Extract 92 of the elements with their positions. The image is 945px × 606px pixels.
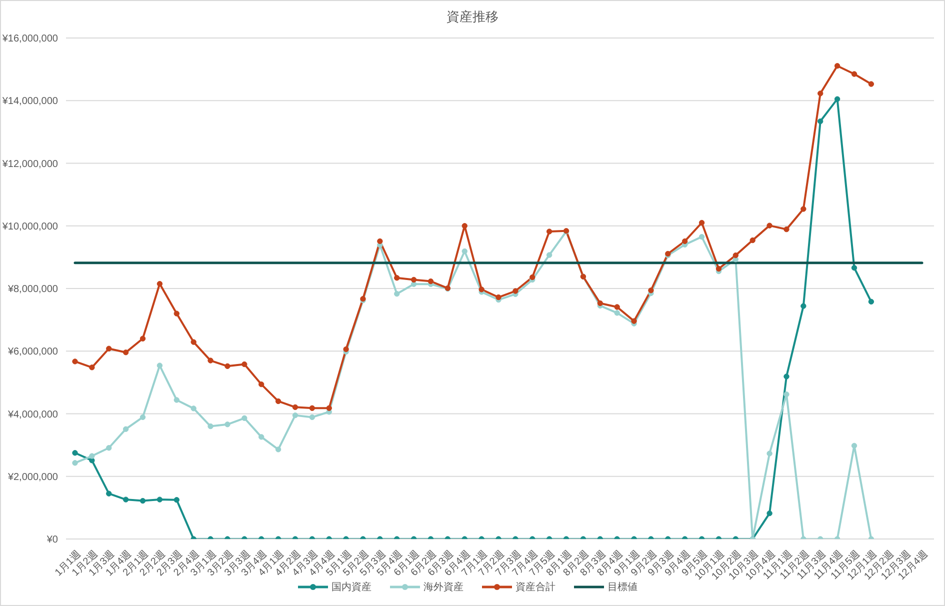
point	[784, 374, 790, 380]
point	[309, 414, 316, 420]
point	[766, 510, 772, 516]
point	[698, 234, 705, 240]
point	[174, 397, 180, 403]
point	[106, 346, 112, 352]
point	[343, 346, 349, 352]
chart-title: 資産推移	[446, 8, 500, 26]
point	[614, 310, 620, 316]
point	[174, 310, 180, 316]
point	[410, 276, 417, 283]
point	[462, 248, 468, 254]
point	[868, 81, 874, 87]
point	[156, 496, 163, 502]
point	[326, 405, 332, 411]
point	[766, 222, 772, 228]
point	[377, 238, 383, 244]
point	[818, 90, 824, 96]
point	[496, 294, 502, 300]
point	[784, 391, 790, 398]
point	[224, 363, 230, 370]
point	[89, 364, 95, 370]
point	[122, 496, 129, 502]
point	[156, 362, 163, 368]
point	[800, 303, 806, 309]
point	[292, 404, 298, 410]
y-tick-label: ¥0	[46, 534, 58, 546]
point	[174, 497, 180, 503]
y-tick-label: ¥16,000,000	[1, 34, 58, 45]
point	[89, 453, 95, 459]
point	[72, 460, 78, 466]
point	[156, 280, 163, 287]
point	[292, 412, 298, 418]
point	[750, 237, 756, 244]
point	[597, 300, 603, 306]
point	[140, 336, 146, 342]
point	[242, 361, 248, 368]
point	[818, 118, 824, 124]
legend-label: 資産合計	[516, 580, 556, 594]
y-tick-label: ¥6,000,000	[6, 346, 58, 358]
point	[462, 223, 468, 229]
point	[834, 96, 840, 102]
point	[122, 426, 129, 432]
point	[106, 490, 112, 496]
point	[190, 339, 196, 345]
point	[258, 434, 264, 440]
point	[106, 445, 112, 451]
point	[546, 252, 552, 258]
point	[546, 228, 552, 234]
point	[242, 415, 248, 421]
point	[72, 358, 78, 364]
point	[716, 266, 722, 272]
point	[530, 274, 536, 280]
point	[732, 252, 739, 258]
y-tick-label: ¥4,000,000	[6, 409, 58, 420]
point	[428, 278, 434, 284]
point	[784, 226, 790, 232]
point	[140, 414, 146, 420]
point	[275, 446, 282, 452]
point	[394, 290, 400, 297]
point	[698, 220, 705, 226]
point	[190, 406, 196, 412]
y-tick-label: ¥10,000,000	[1, 221, 58, 232]
point	[800, 206, 806, 212]
point	[851, 264, 858, 271]
point	[224, 422, 230, 428]
point	[682, 238, 688, 244]
point	[868, 298, 874, 304]
point	[140, 498, 146, 504]
point	[631, 318, 637, 324]
point	[766, 450, 772, 456]
legend-label: 目標値	[608, 580, 638, 594]
point	[648, 288, 654, 294]
y-tick-label: ¥12,000,000	[1, 158, 58, 170]
legend-label: 国内資産	[332, 580, 372, 594]
point	[122, 350, 129, 356]
point	[851, 71, 858, 77]
point	[394, 275, 400, 281]
point	[512, 288, 518, 294]
point	[258, 381, 264, 388]
y-tick-label: ¥2,000,000	[6, 472, 58, 483]
point	[208, 423, 214, 430]
point	[72, 450, 78, 456]
y-tick-label: ¥14,000,000	[1, 96, 58, 108]
point	[208, 358, 214, 364]
point	[275, 398, 282, 404]
point	[309, 405, 316, 411]
point	[834, 63, 840, 69]
legend-label: 海外資産	[424, 580, 464, 594]
point	[478, 286, 484, 292]
y-tick-label: ¥8,000,000	[6, 284, 58, 296]
point	[614, 304, 620, 310]
